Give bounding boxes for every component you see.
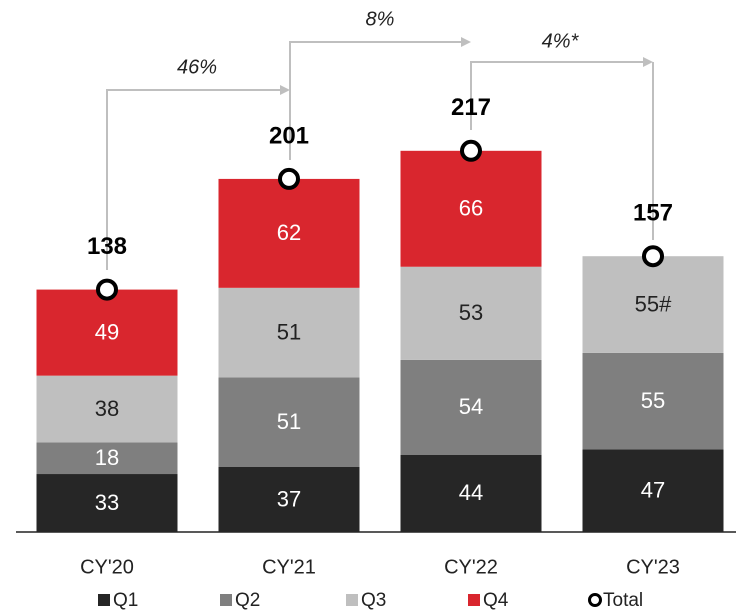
total-marker	[96, 278, 118, 301]
legend-label: Total	[603, 590, 643, 611]
bar-segment	[582, 256, 724, 353]
legend-label: Q2	[235, 590, 260, 611]
value-label: 66	[459, 196, 483, 221]
bar-segment	[218, 467, 360, 532]
connector	[470, 61, 645, 130]
growth-connectors	[106, 37, 654, 270]
x-tick-label: CY'21	[262, 556, 316, 578]
value-label: 54	[459, 394, 483, 419]
legend-swatch	[346, 594, 358, 606]
bar-segment	[582, 449, 724, 532]
value-label: 18	[95, 445, 119, 470]
x-tick-label: CY'23	[626, 556, 680, 578]
bar-segment	[36, 375, 178, 443]
value-label: 33	[95, 490, 119, 515]
connector	[106, 89, 282, 270]
value-label: 55#	[635, 291, 672, 316]
arrowhead	[643, 57, 653, 67]
bar-segment	[218, 377, 360, 468]
legend-swatch	[220, 594, 232, 606]
bar-segment	[218, 287, 360, 378]
bar-segment	[400, 454, 542, 532]
value-label: 47	[641, 478, 665, 503]
x-tick-label: CY'20	[80, 556, 134, 578]
connector	[289, 41, 463, 160]
total-marker	[460, 139, 482, 162]
value-label: 51	[277, 409, 301, 434]
growth-label: 46%	[177, 56, 217, 78]
legend-swatch	[588, 593, 602, 607]
bar-segment	[36, 474, 178, 532]
value-label: 49	[95, 319, 119, 344]
total-marker	[278, 167, 300, 190]
value-label: 37	[277, 486, 301, 511]
arrowhead	[280, 85, 290, 95]
bar-segment	[582, 352, 724, 450]
bar-segment	[400, 150, 542, 267]
growth-label: 4%*	[542, 30, 580, 52]
total-label: 138	[87, 233, 127, 260]
legend-label: Q1	[113, 590, 138, 611]
total-label: 157	[633, 200, 673, 227]
legend-label: Q4	[483, 590, 509, 611]
bar-segment	[400, 359, 542, 455]
total-label: 201	[269, 122, 309, 149]
legend-label: Q3	[361, 590, 386, 611]
total-marker	[642, 245, 664, 268]
value-label: 62	[277, 220, 301, 245]
value-label: 44	[459, 480, 483, 505]
total-label: 217	[451, 94, 491, 121]
growth-label: 8%	[366, 8, 395, 30]
legend-swatch	[98, 594, 110, 606]
value-label: 51	[277, 319, 301, 344]
bar-segment	[36, 289, 178, 376]
value-label: 38	[95, 396, 119, 421]
bar-segment	[400, 266, 542, 360]
bar-segment	[218, 178, 360, 288]
value-label: 55	[641, 388, 665, 413]
arrowhead	[461, 37, 471, 47]
x-tick-label: CY'22	[444, 556, 498, 578]
value-label: 53	[459, 300, 483, 325]
bar-segment	[36, 442, 178, 475]
legend-swatch	[468, 594, 480, 606]
